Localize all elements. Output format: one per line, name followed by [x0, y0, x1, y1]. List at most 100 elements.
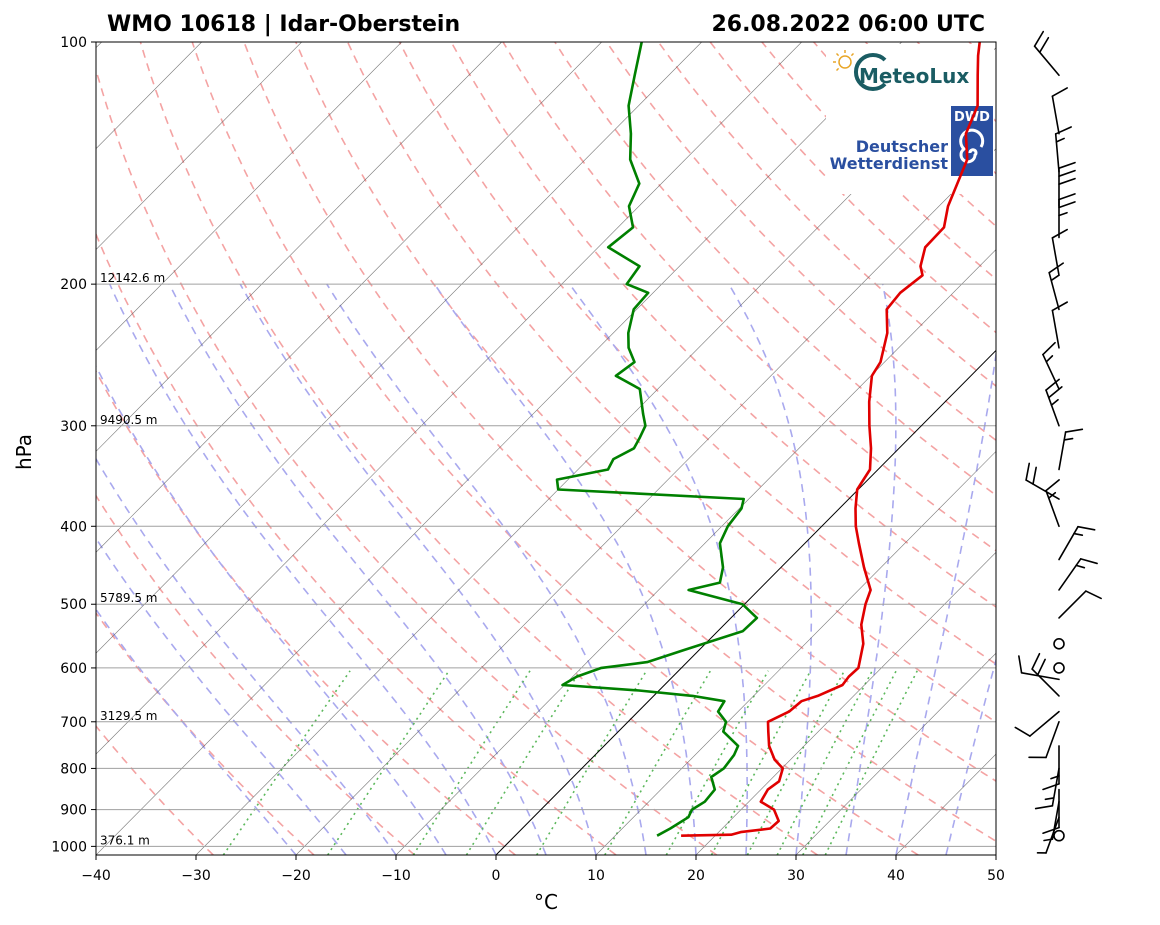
height-label-500: 5789.5 m — [100, 591, 158, 605]
moist-adiabat-line — [96, 457, 397, 855]
mixing-ratio-line — [604, 670, 712, 855]
dry-adiabat-line — [605, 42, 996, 442]
isotherm-line — [595, 450, 996, 855]
isotherm-line — [96, 42, 602, 553]
dwd-spiral-icon — [959, 128, 985, 164]
moist-adiabat-line — [433, 283, 697, 855]
temperature-profile — [681, 42, 981, 837]
x-tick-label: 30 — [787, 868, 805, 884]
x-tick-label: 0 — [492, 868, 501, 884]
height-label-700: 3129.5 m — [100, 709, 158, 723]
x-tick-label: 40 — [887, 868, 905, 884]
meteolux-swirl-icon — [853, 53, 887, 91]
y-axis: 100 200 300 400 500 600 700 800 900 1000 — [51, 35, 96, 855]
dewpoint-profile — [555, 42, 759, 837]
wind-barb-shaft — [1045, 389, 1060, 427]
y-tick-label: 400 — [60, 519, 87, 535]
wind-barb-shaft — [1058, 558, 1082, 591]
moist-adiabat-line — [945, 657, 996, 855]
isotherm-line — [96, 42, 402, 351]
chart-title: WMO 10618 | Idar-Oberstein — [107, 12, 460, 37]
mixing-ratio-line — [536, 670, 648, 855]
y-tick-label: 800 — [60, 761, 87, 777]
wind-barb-feather — [1025, 462, 1031, 481]
isotherm-line — [96, 42, 302, 250]
wind-barb-feather — [1058, 177, 1076, 185]
wind-barb-feather — [1073, 532, 1084, 536]
dry-adiabat-line — [96, 611, 315, 855]
wind-barb-feather — [1063, 437, 1074, 441]
wind-barb-shaft — [1020, 671, 1060, 681]
wind-barb-feather — [1018, 655, 1023, 674]
y-tick-label: 100 — [60, 35, 87, 51]
mixing-ratio-line — [665, 670, 769, 855]
isotherm-line — [96, 42, 902, 855]
dry-adiabat-line — [450, 42, 996, 608]
dwd-name-line2: Wetterdienst — [830, 154, 949, 173]
calm-wind-marker — [1053, 662, 1065, 674]
zero-isotherm — [495, 349, 996, 855]
dry-adiabat-line — [191, 42, 919, 855]
x-tick-label: 10 — [587, 868, 605, 884]
wind-barb-feather — [1036, 658, 1046, 676]
dwd-logo: DWD Deutscher Wetterdienst — [830, 106, 993, 176]
dry-adiabat-line — [657, 42, 996, 388]
wind-barb-feather — [1058, 169, 1076, 177]
isotherms — [96, 42, 996, 855]
y-tick-label: 900 — [60, 803, 87, 819]
isotherm-line — [795, 652, 996, 855]
dry-adiabat-line — [346, 42, 996, 724]
wind-barb-feather — [1064, 428, 1084, 433]
wind-barb-shaft — [1029, 710, 1060, 737]
wind-barb-feather — [1042, 826, 1060, 835]
wind-barb-shaft — [1045, 720, 1060, 759]
mixing-ratio-line — [746, 670, 846, 855]
wind-barb-shaft — [1051, 800, 1060, 840]
sun-icon — [833, 50, 855, 72]
wind-barb-feather — [1014, 726, 1031, 737]
plot-frame — [95, 41, 997, 856]
wind-barb-shaft — [1054, 133, 1060, 173]
dry-adiabat-line — [96, 66, 718, 855]
chart-subtitle: 26.08.2022 06:00 UTC — [711, 12, 985, 37]
mixing-ratio-line — [327, 670, 450, 855]
wind-barb-feather — [1077, 525, 1096, 531]
wind-barb-feather — [1045, 479, 1060, 492]
height-labels: 376.1 m 3129.5 m 5789.5 m 9490.5 m 12142… — [100, 271, 165, 847]
isotherm-line — [395, 249, 996, 855]
wind-barb-shaft — [1058, 525, 1079, 561]
wind-barb-shaft — [1051, 95, 1060, 135]
mixing-ratio-line — [222, 670, 351, 855]
wind-barb-shaft — [1031, 668, 1060, 697]
y-tick-label: 700 — [60, 715, 87, 731]
dry-adiabat-line — [398, 42, 996, 666]
wind-barb-shaft — [1045, 489, 1060, 528]
calm-wind-marker — [1053, 829, 1065, 842]
isotherm-line — [96, 42, 702, 654]
wind-barb-feather — [1058, 161, 1076, 169]
meteolux-logo-text: MeteoLux — [859, 64, 969, 88]
x-tick-label: −40 — [81, 868, 111, 884]
y-tick-label: 200 — [60, 277, 87, 293]
wind-barb-feather — [1034, 805, 1054, 810]
dry-adiabat-line — [96, 369, 516, 855]
wind-barb-shaft — [1051, 309, 1060, 349]
y-tick-label: 300 — [60, 419, 87, 435]
dwd-name-line1: Deutscher — [856, 137, 948, 156]
moist-adiabat-line — [96, 364, 447, 855]
isobars — [96, 42, 996, 847]
wind-barb-feather — [1042, 783, 1060, 791]
plot-area: MeteoLux DWD Deutscher Wetterdienst — [96, 42, 996, 855]
wind-barb-feather — [1051, 301, 1068, 312]
isotherm-line — [96, 42, 502, 452]
wind-barb-feather — [1050, 274, 1060, 282]
wind-barb-feather — [1032, 466, 1037, 485]
wind-barb-feather — [1045, 378, 1060, 391]
wind-barb-feather — [1042, 341, 1056, 356]
wind-barb-feather — [1055, 137, 1065, 143]
height-label-1000: 376.1 m — [100, 833, 150, 847]
mixing-ratio-line — [824, 670, 918, 855]
mixing-ratio-lines — [222, 670, 918, 855]
isotherm-line — [96, 42, 802, 755]
